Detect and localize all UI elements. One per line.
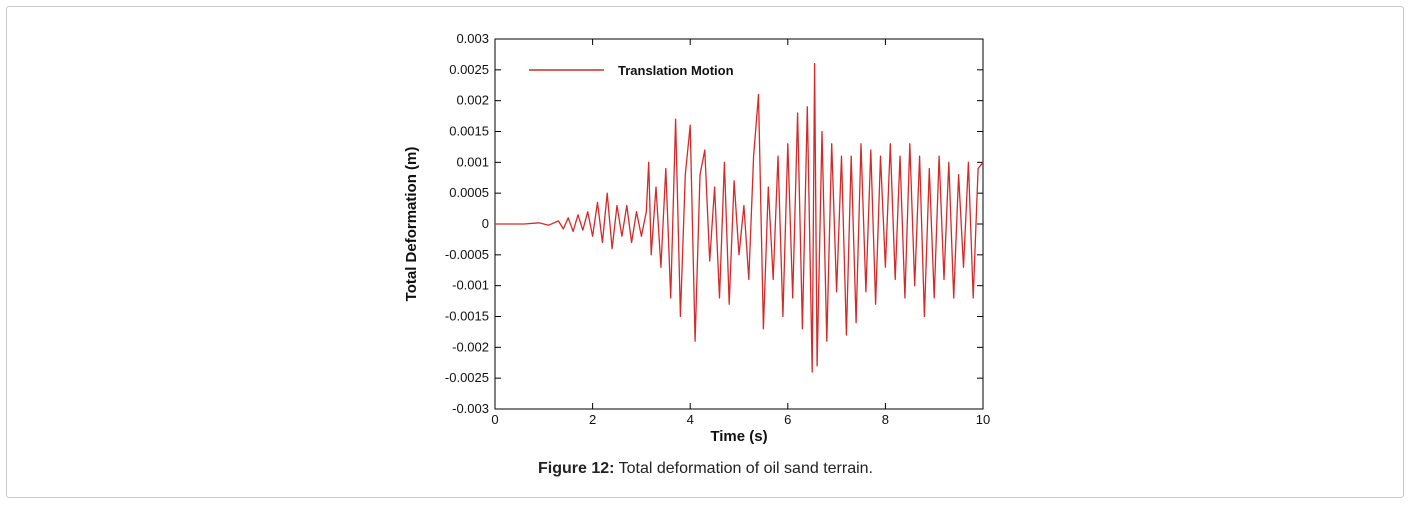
legend-label: Translation Motion [618,63,734,78]
y-tick-label: -0.003 [452,401,489,416]
y-tick-label: 0.003 [456,31,489,46]
x-axis-ticks: 0 2 4 6 8 10 [491,39,990,427]
y-tick-label: -0.002 [452,339,489,354]
x-tick-label: 4 [687,412,694,427]
legend: Translation Motion [529,63,734,78]
y-tick-label: -0.0015 [445,309,489,324]
y-axis-title: Total Deformation (m) [403,147,420,302]
deformation-chart: 0.003 0.0025 0.002 0.0015 0.001 0.0005 0 -0.000… [403,31,990,445]
y-tick-label: 0.002 [456,93,489,108]
caption-text: Total deformation of oil sand terrain. [614,460,873,477]
x-tick-label: 2 [589,412,596,427]
x-tick-label: 8 [882,412,889,427]
y-tick-label: 0 [482,216,489,231]
y-axis-ticks: 0.003 0.0025 0.002 0.0015 0.001 0.0005 0 -0.000… [445,31,983,416]
y-tick-label: 0.0015 [449,124,489,139]
x-tick-label: 10 [976,412,990,427]
x-axis-title: Time (s) [710,428,767,445]
y-tick-label: 0.0025 [449,62,489,77]
series-line-translation-motion [495,63,984,373]
x-tick-label: 0 [491,412,498,427]
caption-label: Figure 12: [538,460,615,477]
y-tick-label: -0.001 [452,278,489,293]
y-tick-label: -0.0005 [445,247,489,262]
y-tick-label: -0.0025 [445,370,489,385]
figure-caption: Figure 12: Total deformation of oil sand… [0,460,1411,478]
y-tick-label: 0.001 [456,154,489,169]
plot-area [494,38,984,410]
x-tick-label: 6 [784,412,791,427]
y-tick-label: 0.0005 [449,185,489,200]
series-layer [495,63,984,373]
